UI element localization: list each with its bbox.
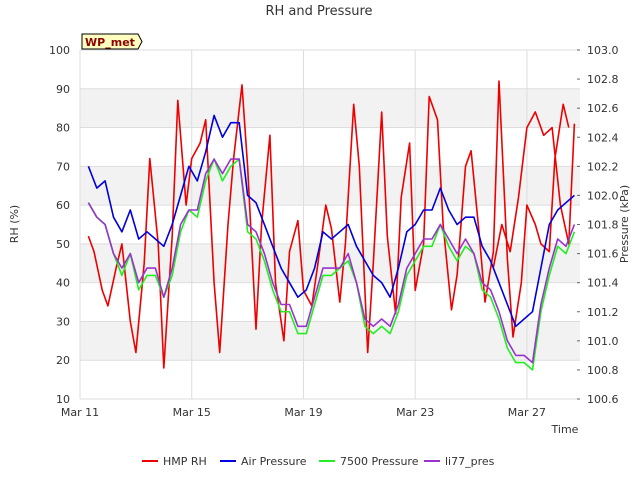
y-left-tick-label: 70 [56,160,70,173]
y-left-tick-label: 80 [56,122,70,135]
y-right-tick-label: 101.6 [587,248,619,261]
chart-title: RH and Pressure [265,4,372,19]
y-left-tick-label: 10 [56,393,70,406]
y-right-tick-label: 103.0 [587,44,619,57]
y-right-tick-label: 101.2 [587,306,619,319]
y-right-tick-label: 102.8 [587,73,619,86]
y-left-tick-label: 60 [56,199,70,212]
y-right-tick-label: 100.8 [587,364,619,377]
x-tick-label: Mar 23 [396,406,434,419]
y-right-tick-label: 101.4 [587,277,619,290]
legend-label: Air Pressure [241,455,307,468]
badge-label: WP_met [85,36,135,49]
y-axis-left-title: RH (%) [8,205,21,243]
x-tick-label: Mar 15 [173,406,211,419]
y-axis-right-title: Pressure (kPa) [618,185,631,263]
y-right-tick-label: 101.0 [587,335,619,348]
legend: HMP RH Air Pressure 7500 Pressure li77_pres [142,455,495,468]
wp-met-badge: WP_met [81,33,143,50]
series-lines [87,80,576,371]
axes: 10 20 30 40 50 60 70 80 90 100 Mar 11 Mar 15 Mar 19 M… [49,44,619,419]
y-left-tick-label: 50 [56,238,70,251]
gridlines [79,49,580,400]
background-band [80,243,580,283]
badge-background [81,33,143,50]
series-line-3 [87,158,576,364]
x-tick-label: Mar 27 [508,406,546,419]
legend-label: HMP RH [163,455,207,468]
x-tick-label: Mar 19 [284,406,322,419]
y-left-tick-label: 100 [49,44,70,57]
y-right-tick-label: 100.6 [587,393,619,406]
legend-label: 7500 Pressure [340,455,419,468]
x-tick-label: Mar 11 [61,406,99,419]
series-line-0 [492,111,576,268]
background-band [80,88,580,128]
y-right-tick-label: 102.4 [587,131,619,144]
y-right-tick-label: 102.6 [587,102,619,115]
y-left-tick-label: 40 [56,277,70,290]
series-line-2 [87,158,576,371]
y-left-tick-label: 90 [56,83,70,96]
y-left-tick-label: 30 [56,315,70,328]
series-line-1 [87,114,575,328]
y-right-tick-label: 102.0 [587,189,619,202]
series-line-0 [87,80,570,369]
x-axis-title: Time [551,423,579,436]
y-right-tick-label: 102.2 [587,160,619,173]
y-right-tick-label: 101.8 [587,219,619,232]
y-left-tick-label: 20 [56,354,70,367]
legend-label: li77_pres [445,455,495,468]
